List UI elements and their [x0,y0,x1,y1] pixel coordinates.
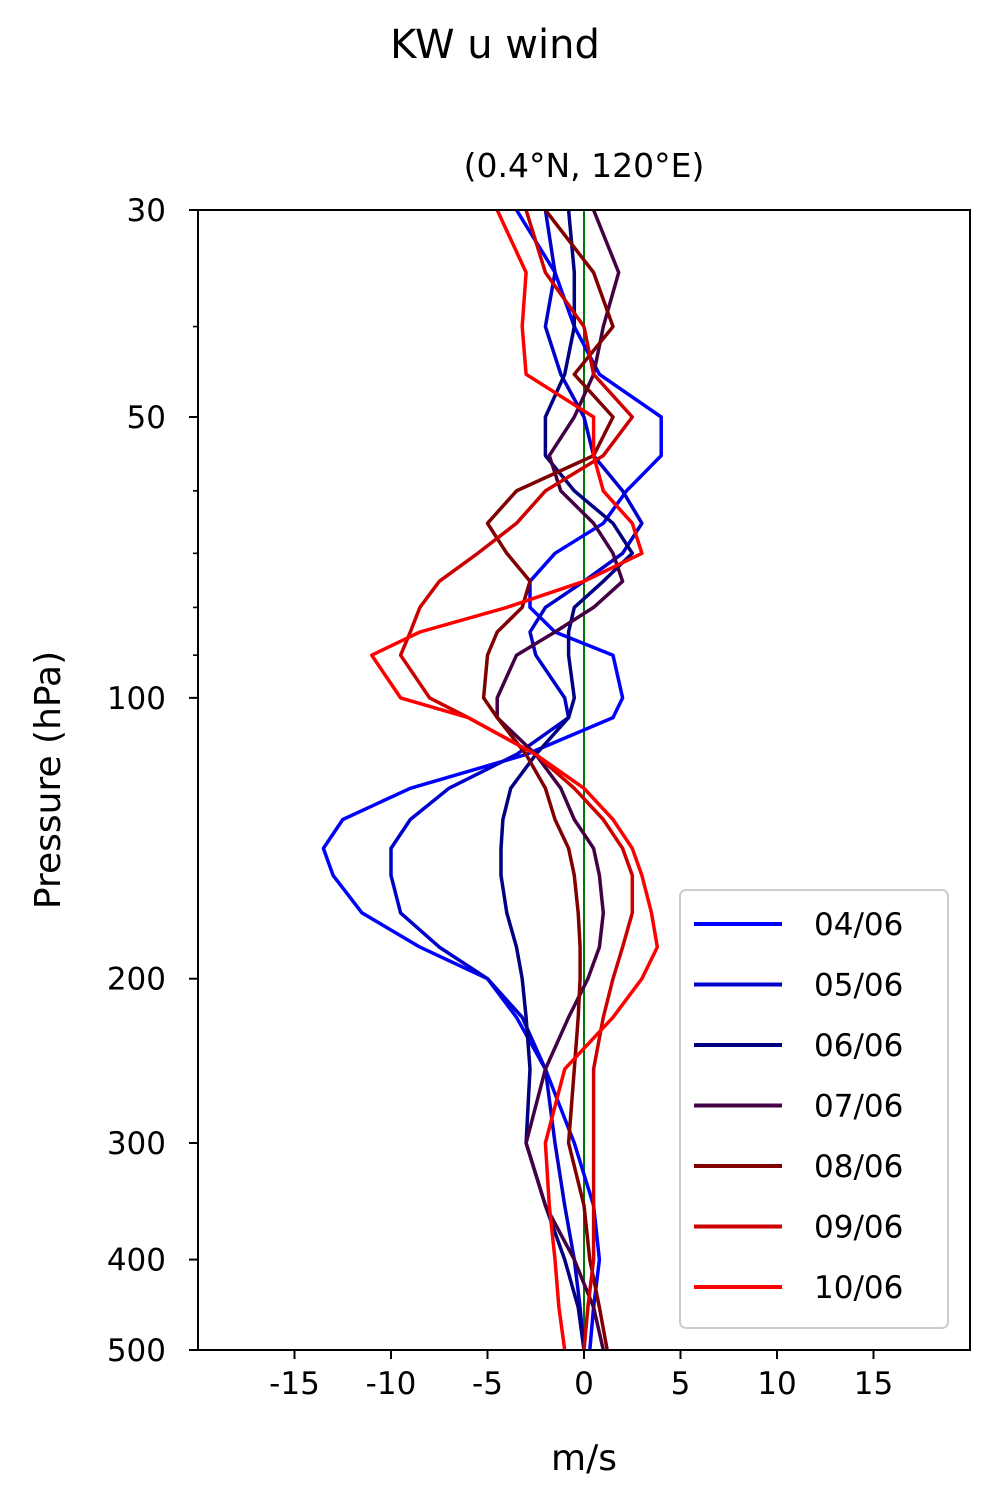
x-tick-label: 5 [671,1366,691,1402]
series-line-07-06 [495,209,625,1351]
chart-subtitle: (0.4°N, 120°E) [463,146,705,185]
legend-label: 10/06 [814,1270,903,1306]
x-tick-label: -10 [366,1366,417,1402]
legend-layer: 04/06 05/06 06/06 07/06 08/06 09/06 10/06 [679,889,949,1329]
series-line-06-06 [499,209,635,1351]
axes-layer: -15 -10 -5 0 5 10 15 30 50 100 200 300 400 500 m/s Pres… [28,193,971,1479]
x-axis-label: m/s [551,1438,617,1479]
y-tick-label: 200 [107,962,166,998]
y-tick-label: 300 [107,1126,166,1162]
y-tick-label: 50 [127,400,166,436]
legend-label: 06/06 [814,1028,903,1064]
legend-box [679,889,949,1329]
legend-label: 08/06 [814,1149,903,1185]
legend-label: 05/06 [814,968,903,1004]
x-tick-label: 15 [854,1366,893,1402]
y-axis-label: Pressure (hPa) [28,651,69,909]
x-tick-label: 0 [574,1366,594,1402]
series-line-04-06 [321,209,663,1351]
y-tick-label: 100 [107,681,166,717]
series-line-08-06 [481,208,615,1351]
x-tick-label: -15 [269,1366,320,1402]
y-tick-label: 30 [127,193,166,229]
x-tick-label: -5 [472,1366,503,1402]
series-layer [321,208,663,1351]
y-tick-label: 400 [107,1243,166,1279]
x-tick-label: 10 [757,1366,796,1402]
y-tick-label: 500 [107,1333,166,1369]
legend-label: 07/06 [814,1089,903,1125]
legend-label: 04/06 [814,907,903,943]
legend-label: 09/06 [814,1210,903,1246]
chart-title: KW u wind [390,22,600,68]
series-line-10-06 [369,209,660,1351]
